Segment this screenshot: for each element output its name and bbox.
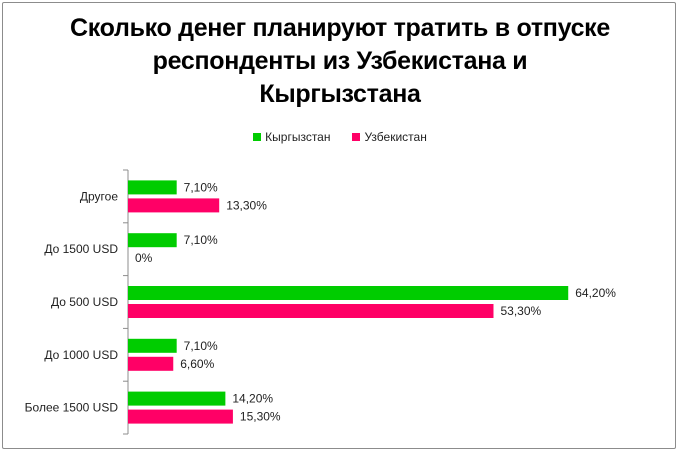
data-label: 14,20%	[232, 392, 273, 406]
bar-kyrgyzstan	[128, 180, 177, 195]
bar-kyrgyzstan	[128, 233, 177, 248]
category-label: Другое	[80, 189, 118, 203]
data-label: 7,10%	[184, 339, 218, 353]
category-label: До 1500 USD	[44, 242, 118, 256]
legend-label-uzbekistan: Узбекистан	[364, 130, 427, 144]
bar-uzbekistan	[128, 409, 233, 424]
chart-legend: Кыргызстан Узбекистан	[0, 130, 680, 144]
data-label: 13,30%	[226, 198, 267, 212]
data-label: 7,10%	[184, 233, 218, 247]
data-label: 7,10%	[184, 180, 218, 194]
category-label: До 1000 USD	[44, 348, 118, 362]
bar-uzbekistan	[128, 356, 174, 371]
legend-label-kyrgyzstan: Кыргызстан	[265, 130, 331, 144]
bar-kyrgyzstan	[128, 286, 569, 300]
legend-item-kyrgyzstan: Кыргызстан	[253, 130, 330, 144]
data-label: 0%	[135, 251, 153, 265]
chart-title-line-1: Сколько денег планируют тратить в отпуск…	[70, 14, 610, 42]
data-label: 53,30%	[500, 304, 541, 318]
legend-item-uzbekistan: Узбекистан	[352, 130, 427, 144]
bar-uzbekistan	[128, 304, 494, 318]
chart-title: Сколько денег планируют тратить в отпуск…	[0, 12, 680, 111]
chart-title-line-3: Кыргызстана	[259, 80, 421, 108]
data-label: 15,30%	[240, 410, 281, 424]
category-label: Более 1500 USD	[25, 401, 119, 415]
chart-frame	[2, 2, 676, 449]
category-label: До 500 USD	[51, 295, 118, 309]
bar-kyrgyzstan	[128, 338, 177, 353]
bar-kyrgyzstan	[128, 391, 226, 406]
chart-title-line-2: респонденты из Узбекистана и	[152, 47, 528, 75]
legend-swatch-uzbekistan	[352, 133, 361, 141]
legend-swatch-kyrgyzstan	[253, 133, 262, 141]
data-label: 6,60%	[180, 357, 214, 371]
data-label: 64,20%	[575, 286, 616, 300]
bar-uzbekistan	[128, 198, 220, 213]
